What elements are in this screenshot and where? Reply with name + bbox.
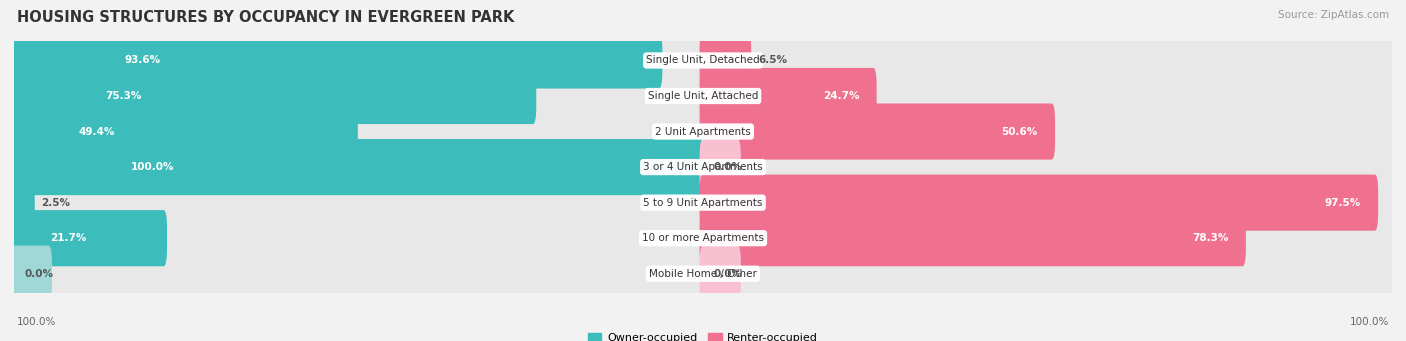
- FancyBboxPatch shape: [700, 103, 1054, 160]
- FancyBboxPatch shape: [8, 234, 1398, 314]
- Text: 2.5%: 2.5%: [42, 198, 70, 208]
- Text: 49.4%: 49.4%: [79, 127, 115, 136]
- Text: Source: ZipAtlas.com: Source: ZipAtlas.com: [1278, 10, 1389, 20]
- Text: 93.6%: 93.6%: [125, 56, 160, 65]
- Text: 21.7%: 21.7%: [51, 233, 87, 243]
- Text: Single Unit, Detached: Single Unit, Detached: [647, 56, 759, 65]
- Text: 0.0%: 0.0%: [713, 162, 742, 172]
- FancyBboxPatch shape: [8, 198, 1398, 278]
- Text: 2 Unit Apartments: 2 Unit Apartments: [655, 127, 751, 136]
- FancyBboxPatch shape: [11, 68, 536, 124]
- Legend: Owner-occupied, Renter-occupied: Owner-occupied, Renter-occupied: [588, 333, 818, 341]
- FancyBboxPatch shape: [8, 127, 1398, 207]
- Text: 100.0%: 100.0%: [131, 162, 174, 172]
- Text: 0.0%: 0.0%: [24, 269, 53, 279]
- Text: 100.0%: 100.0%: [17, 317, 56, 327]
- FancyBboxPatch shape: [700, 139, 741, 195]
- FancyBboxPatch shape: [11, 246, 52, 302]
- Text: 3 or 4 Unit Apartments: 3 or 4 Unit Apartments: [643, 162, 763, 172]
- FancyBboxPatch shape: [11, 139, 706, 195]
- FancyBboxPatch shape: [700, 68, 876, 124]
- FancyBboxPatch shape: [700, 210, 1246, 266]
- Text: 0.0%: 0.0%: [713, 269, 742, 279]
- FancyBboxPatch shape: [11, 175, 35, 231]
- Text: HOUSING STRUCTURES BY OCCUPANCY IN EVERGREEN PARK: HOUSING STRUCTURES BY OCCUPANCY IN EVERG…: [17, 10, 515, 25]
- Text: 10 or more Apartments: 10 or more Apartments: [643, 233, 763, 243]
- FancyBboxPatch shape: [11, 32, 662, 89]
- FancyBboxPatch shape: [700, 32, 751, 89]
- FancyBboxPatch shape: [8, 162, 1398, 243]
- Text: 75.3%: 75.3%: [105, 91, 142, 101]
- Text: 100.0%: 100.0%: [1350, 317, 1389, 327]
- Text: 78.3%: 78.3%: [1192, 233, 1229, 243]
- FancyBboxPatch shape: [11, 103, 359, 160]
- Text: 6.5%: 6.5%: [758, 56, 787, 65]
- FancyBboxPatch shape: [700, 175, 1378, 231]
- Text: Mobile Home / Other: Mobile Home / Other: [650, 269, 756, 279]
- Text: 24.7%: 24.7%: [823, 91, 859, 101]
- Text: Single Unit, Attached: Single Unit, Attached: [648, 91, 758, 101]
- FancyBboxPatch shape: [8, 20, 1398, 101]
- FancyBboxPatch shape: [700, 246, 741, 302]
- FancyBboxPatch shape: [11, 210, 167, 266]
- FancyBboxPatch shape: [8, 91, 1398, 172]
- Text: 97.5%: 97.5%: [1324, 198, 1361, 208]
- FancyBboxPatch shape: [8, 56, 1398, 136]
- Text: 50.6%: 50.6%: [1001, 127, 1038, 136]
- Text: 5 to 9 Unit Apartments: 5 to 9 Unit Apartments: [644, 198, 762, 208]
